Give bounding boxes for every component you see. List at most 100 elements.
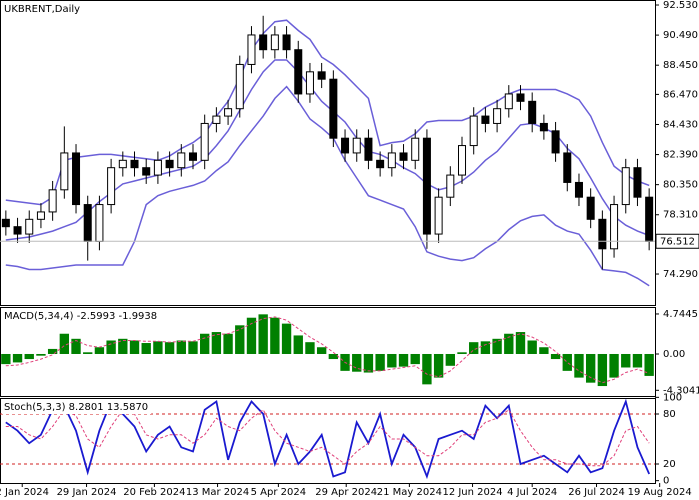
candle-body — [399, 152, 408, 161]
y-tick-label: 4.7445 — [663, 309, 698, 320]
candle-body — [387, 152, 396, 169]
macd-bar — [504, 333, 514, 354]
candle-body — [247, 34, 256, 65]
bollinger-band — [5, 19, 650, 206]
macd-bar — [164, 342, 175, 354]
candle-body — [177, 152, 186, 169]
macd-bar — [585, 353, 596, 383]
candle-body — [422, 137, 431, 235]
candle-body — [95, 204, 104, 242]
macd-bar — [621, 353, 631, 368]
macd-bar — [316, 347, 327, 354]
macd-bar — [1, 353, 11, 365]
y-tick-label: 88.450 — [663, 60, 698, 71]
macd-bar — [36, 353, 46, 356]
macd-bar — [106, 340, 116, 354]
candle-body — [235, 63, 244, 110]
x-tick-label: 12 Jun 2024 — [442, 487, 502, 498]
macd-bar — [200, 333, 210, 354]
macd-bar — [457, 352, 467, 354]
panel-title-bg — [2, 309, 161, 323]
candle-body — [341, 137, 350, 154]
macd-bar — [433, 353, 444, 378]
candle-body — [528, 100, 537, 124]
macd-bar — [328, 353, 339, 360]
x-tick-label: 2 Jan 2024 — [0, 487, 49, 498]
candle-body — [317, 71, 326, 80]
panel-frame — [0, 307, 656, 397]
macd-bar — [469, 342, 479, 354]
candle-body — [165, 159, 174, 169]
candle-body — [1, 218, 10, 228]
x-tick-label: 4 Jul 2024 — [507, 487, 557, 498]
x-tick-label: 26 Jul 2024 — [568, 487, 625, 498]
y-tick-label: 86.470 — [663, 89, 698, 100]
candle-body — [48, 189, 57, 213]
y-tick-label: 100 — [663, 392, 682, 403]
y-tick-label: 90.490 — [663, 30, 698, 41]
macd-bar — [188, 341, 198, 354]
macd-bar — [515, 332, 526, 354]
candle-body — [305, 71, 314, 95]
macd-bar — [258, 314, 268, 354]
candle-body — [13, 226, 22, 235]
candle-body — [224, 108, 233, 117]
macd-signal — [5, 316, 650, 384]
macd-bar — [83, 352, 93, 354]
macd-bar — [270, 317, 280, 354]
macd-bar — [141, 343, 151, 354]
macd-bar — [176, 340, 186, 354]
candle-body — [25, 218, 34, 235]
candle-body — [72, 152, 81, 206]
x-tick-label: 29 Jan 2024 — [57, 487, 117, 498]
macd-bar — [387, 353, 397, 368]
candle-body — [270, 34, 279, 51]
macd-bar — [597, 353, 608, 387]
candle-body — [36, 211, 45, 220]
macd-bar — [94, 347, 105, 354]
y-tick-label: 78.310 — [663, 210, 698, 221]
candle-body — [329, 78, 338, 139]
candle-body — [188, 152, 198, 161]
macd-bar — [293, 335, 303, 354]
y-tick-label: 92.530 — [663, 0, 698, 11]
y-tick-label: 80.350 — [663, 180, 698, 191]
candle-body — [504, 93, 513, 110]
panel-frame — [0, 0, 656, 306]
candle-body — [551, 130, 560, 154]
candle-body — [200, 122, 209, 161]
candle-body — [130, 159, 139, 169]
macd-bar — [305, 342, 315, 354]
macd-bar — [281, 323, 292, 354]
macd-bar — [153, 341, 163, 354]
candle-body — [586, 196, 595, 220]
candle-body — [411, 137, 420, 161]
x-tick-label: 20 Feb 2024 — [123, 487, 185, 498]
panel-frame — [0, 398, 656, 484]
candle-body — [376, 159, 385, 169]
macd-bar — [398, 353, 409, 367]
candle-body — [446, 174, 455, 198]
macd-bar — [574, 353, 584, 378]
macd-bar — [47, 348, 58, 354]
macd-bar — [24, 353, 34, 360]
macd-bar — [223, 333, 233, 354]
macd-bar — [246, 317, 257, 354]
candle-body — [83, 204, 92, 242]
macd-bar — [492, 338, 502, 354]
candle-body — [621, 167, 630, 206]
y-tick-label: 84.430 — [663, 119, 698, 130]
y-tick-label: 74.290 — [663, 269, 698, 280]
macd-bar — [527, 340, 537, 354]
candle-body — [633, 167, 642, 198]
candle-body — [294, 49, 303, 95]
macd-bar — [562, 353, 572, 371]
y-tick-label: 0 — [663, 476, 669, 487]
macd-bar — [118, 338, 128, 354]
macd-bar — [71, 338, 81, 354]
candle-body — [493, 108, 502, 124]
x-tick-label: 19 Aug 2024 — [628, 487, 692, 498]
x-tick-label: 13 Mar 2024 — [186, 487, 249, 498]
panel-title: UKBRENT,Daily — [4, 4, 80, 15]
